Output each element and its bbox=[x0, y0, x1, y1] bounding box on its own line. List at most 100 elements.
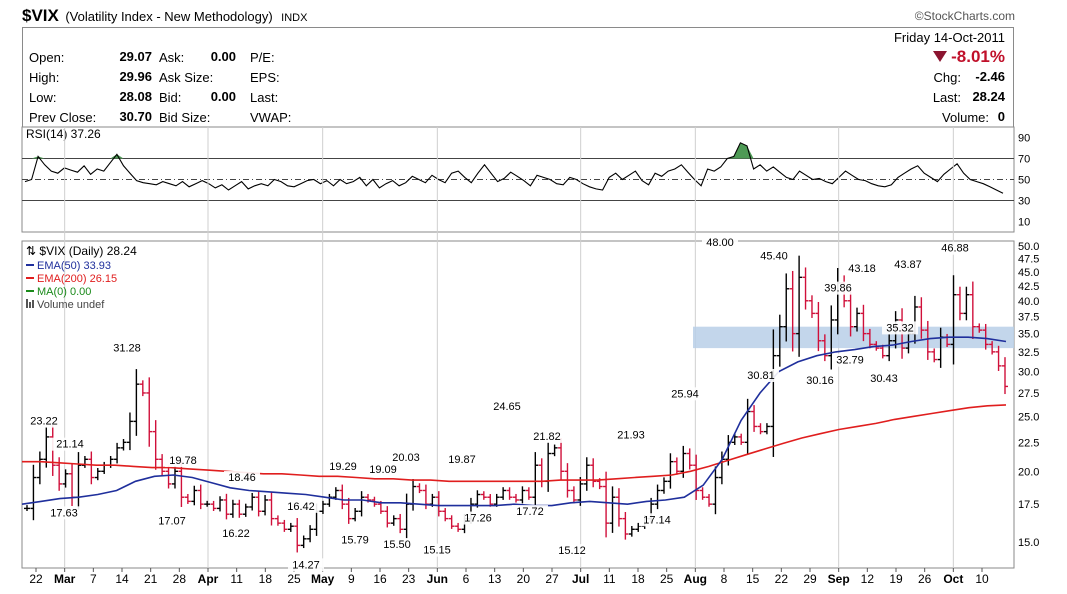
x-tick-label: 22 bbox=[775, 572, 789, 586]
rsi-tick-label: 90 bbox=[1018, 133, 1030, 145]
price-annotation: 19.87 bbox=[448, 454, 476, 466]
price-annotation: 32.79 bbox=[836, 355, 864, 367]
symbol-label: $VIX bbox=[22, 6, 59, 25]
price-annotation-bg bbox=[866, 372, 902, 386]
symbol-name: (Volatility Index - New Methodology) bbox=[65, 9, 273, 24]
price-annotation: 19.29 bbox=[329, 461, 357, 473]
price-annotation-bg bbox=[844, 261, 880, 275]
x-tick-label: 25 bbox=[287, 572, 301, 586]
price-annotation-bg bbox=[165, 454, 201, 468]
x-tick-label: 21 bbox=[144, 572, 158, 586]
price-annotation: 48.00 bbox=[706, 237, 734, 249]
legend-volume-icon bbox=[32, 300, 34, 308]
quote-asksize-label: Ask Size: bbox=[159, 70, 214, 85]
quote-last-value: 28.24 bbox=[972, 89, 1005, 104]
rsi-tick-label: 70 bbox=[1018, 154, 1030, 166]
price-annotation-bg bbox=[639, 513, 675, 527]
price-tick-label: 45.0 bbox=[1018, 267, 1039, 279]
price-annotation-bg bbox=[667, 387, 703, 401]
price-annotation-bg bbox=[882, 321, 918, 335]
ema50-line bbox=[21, 336, 1007, 507]
x-tick-label: 15 bbox=[746, 572, 760, 586]
price-annotation-bg bbox=[388, 450, 424, 464]
price-annotation-bg bbox=[26, 414, 62, 428]
price-annotation: 25.94 bbox=[671, 388, 699, 400]
price-tick-label: 27.5 bbox=[1018, 388, 1039, 400]
exchange-label: INDX bbox=[281, 12, 308, 24]
quote-high-label: High: bbox=[29, 70, 60, 85]
rsi-tick-label: 10 bbox=[1018, 217, 1030, 229]
quote-bidsize-label: Bid Size: bbox=[159, 110, 211, 125]
price-annotation-bg bbox=[702, 235, 738, 249]
x-tick-label: Mar bbox=[54, 572, 76, 586]
stockcharts-watermark: ©StockCharts.com bbox=[914, 9, 1015, 23]
price-annotation-bg bbox=[218, 526, 254, 540]
price-annotation: 39.86 bbox=[824, 283, 852, 295]
quote-low-label: Low: bbox=[29, 90, 57, 105]
rsi-line bbox=[24, 142, 1004, 194]
legend-label: EMA(50) 33.93 bbox=[37, 260, 111, 272]
quote-chg-value: -2.46 bbox=[975, 69, 1005, 84]
price-annotation: 19.09 bbox=[369, 464, 397, 476]
price-annotation: 14.27 bbox=[292, 559, 320, 571]
price-tick-label: 47.5 bbox=[1018, 253, 1039, 265]
price-annotation-bg bbox=[337, 533, 373, 547]
x-tick-label: 29 bbox=[803, 572, 817, 586]
quote-volume-value: 0 bbox=[997, 109, 1005, 124]
x-tick-label: 6 bbox=[463, 572, 470, 586]
x-tick-label: 18 bbox=[259, 572, 273, 586]
quote-bid-value: 0.00 bbox=[210, 89, 236, 104]
price-annotation: 15.15 bbox=[423, 545, 451, 557]
x-tick-label: Aug bbox=[684, 572, 707, 586]
price-annotation-bg bbox=[890, 258, 926, 272]
x-tick-label: 14 bbox=[115, 572, 129, 586]
price-tick-label: 17.5 bbox=[1018, 499, 1039, 511]
ema200-line bbox=[22, 404, 1007, 483]
x-tick-label: 16 bbox=[373, 572, 387, 586]
quote-eps-label: EPS: bbox=[250, 70, 280, 85]
price-tick-label: 32.5 bbox=[1018, 347, 1039, 359]
x-tick-label: Apr bbox=[198, 572, 219, 586]
x-tick-label: 19 bbox=[889, 572, 903, 586]
quote-date: Friday 14-Oct-2011 bbox=[893, 30, 1005, 45]
price-annotation: 16.42 bbox=[287, 501, 315, 513]
x-tick-label: 9 bbox=[348, 572, 355, 586]
x-tick-label: Jun bbox=[427, 572, 448, 586]
price-annotation-bg bbox=[554, 544, 590, 558]
price-annotation-bg bbox=[529, 429, 565, 443]
price-annotation-bg bbox=[52, 437, 88, 451]
price-annotation: 43.18 bbox=[848, 263, 876, 275]
quote-ask-label: Ask: bbox=[159, 50, 185, 65]
price-annotation-bg bbox=[937, 241, 973, 255]
quote-last-fund-label: Last: bbox=[250, 90, 279, 105]
price-tick-label: 42.5 bbox=[1018, 281, 1039, 293]
price-annotation-bg bbox=[802, 374, 838, 388]
x-tick-label: 26 bbox=[918, 572, 932, 586]
price-annotation-bg bbox=[444, 452, 480, 466]
legend-label: Volume undef bbox=[37, 299, 105, 311]
price-annotation: 21.82 bbox=[533, 431, 561, 443]
price-annotation: 31.28 bbox=[113, 342, 141, 354]
price-annotation-bg bbox=[379, 538, 415, 552]
x-tick-label: 13 bbox=[488, 572, 502, 586]
price-annotation: 18.46 bbox=[228, 472, 256, 484]
price-tick-label: 22.5 bbox=[1018, 437, 1039, 449]
quote-low-value: 28.08 bbox=[119, 89, 152, 104]
x-tick-label: 11 bbox=[230, 572, 243, 586]
quote-last-label: Last: bbox=[932, 90, 961, 105]
quote-change-pct: -8.01% bbox=[933, 47, 1005, 67]
x-tick-label: 18 bbox=[631, 572, 645, 586]
price-annotation-bg bbox=[109, 341, 145, 355]
price-tick-label: 20.0 bbox=[1018, 466, 1039, 478]
rsi-tick-label: 30 bbox=[1018, 196, 1030, 208]
x-tick-label: 20 bbox=[517, 572, 531, 586]
price-annotation-bg bbox=[283, 499, 319, 513]
price-annotation-bg bbox=[419, 543, 455, 557]
x-tick-label: 22 bbox=[29, 572, 43, 586]
x-tick-label: 23 bbox=[402, 572, 416, 586]
price-annotation: 17.26 bbox=[464, 513, 492, 525]
price-annotation: 17.63 bbox=[50, 507, 78, 519]
x-tick-label: 11 bbox=[603, 572, 616, 586]
price-annotation: 21.14 bbox=[56, 439, 84, 451]
